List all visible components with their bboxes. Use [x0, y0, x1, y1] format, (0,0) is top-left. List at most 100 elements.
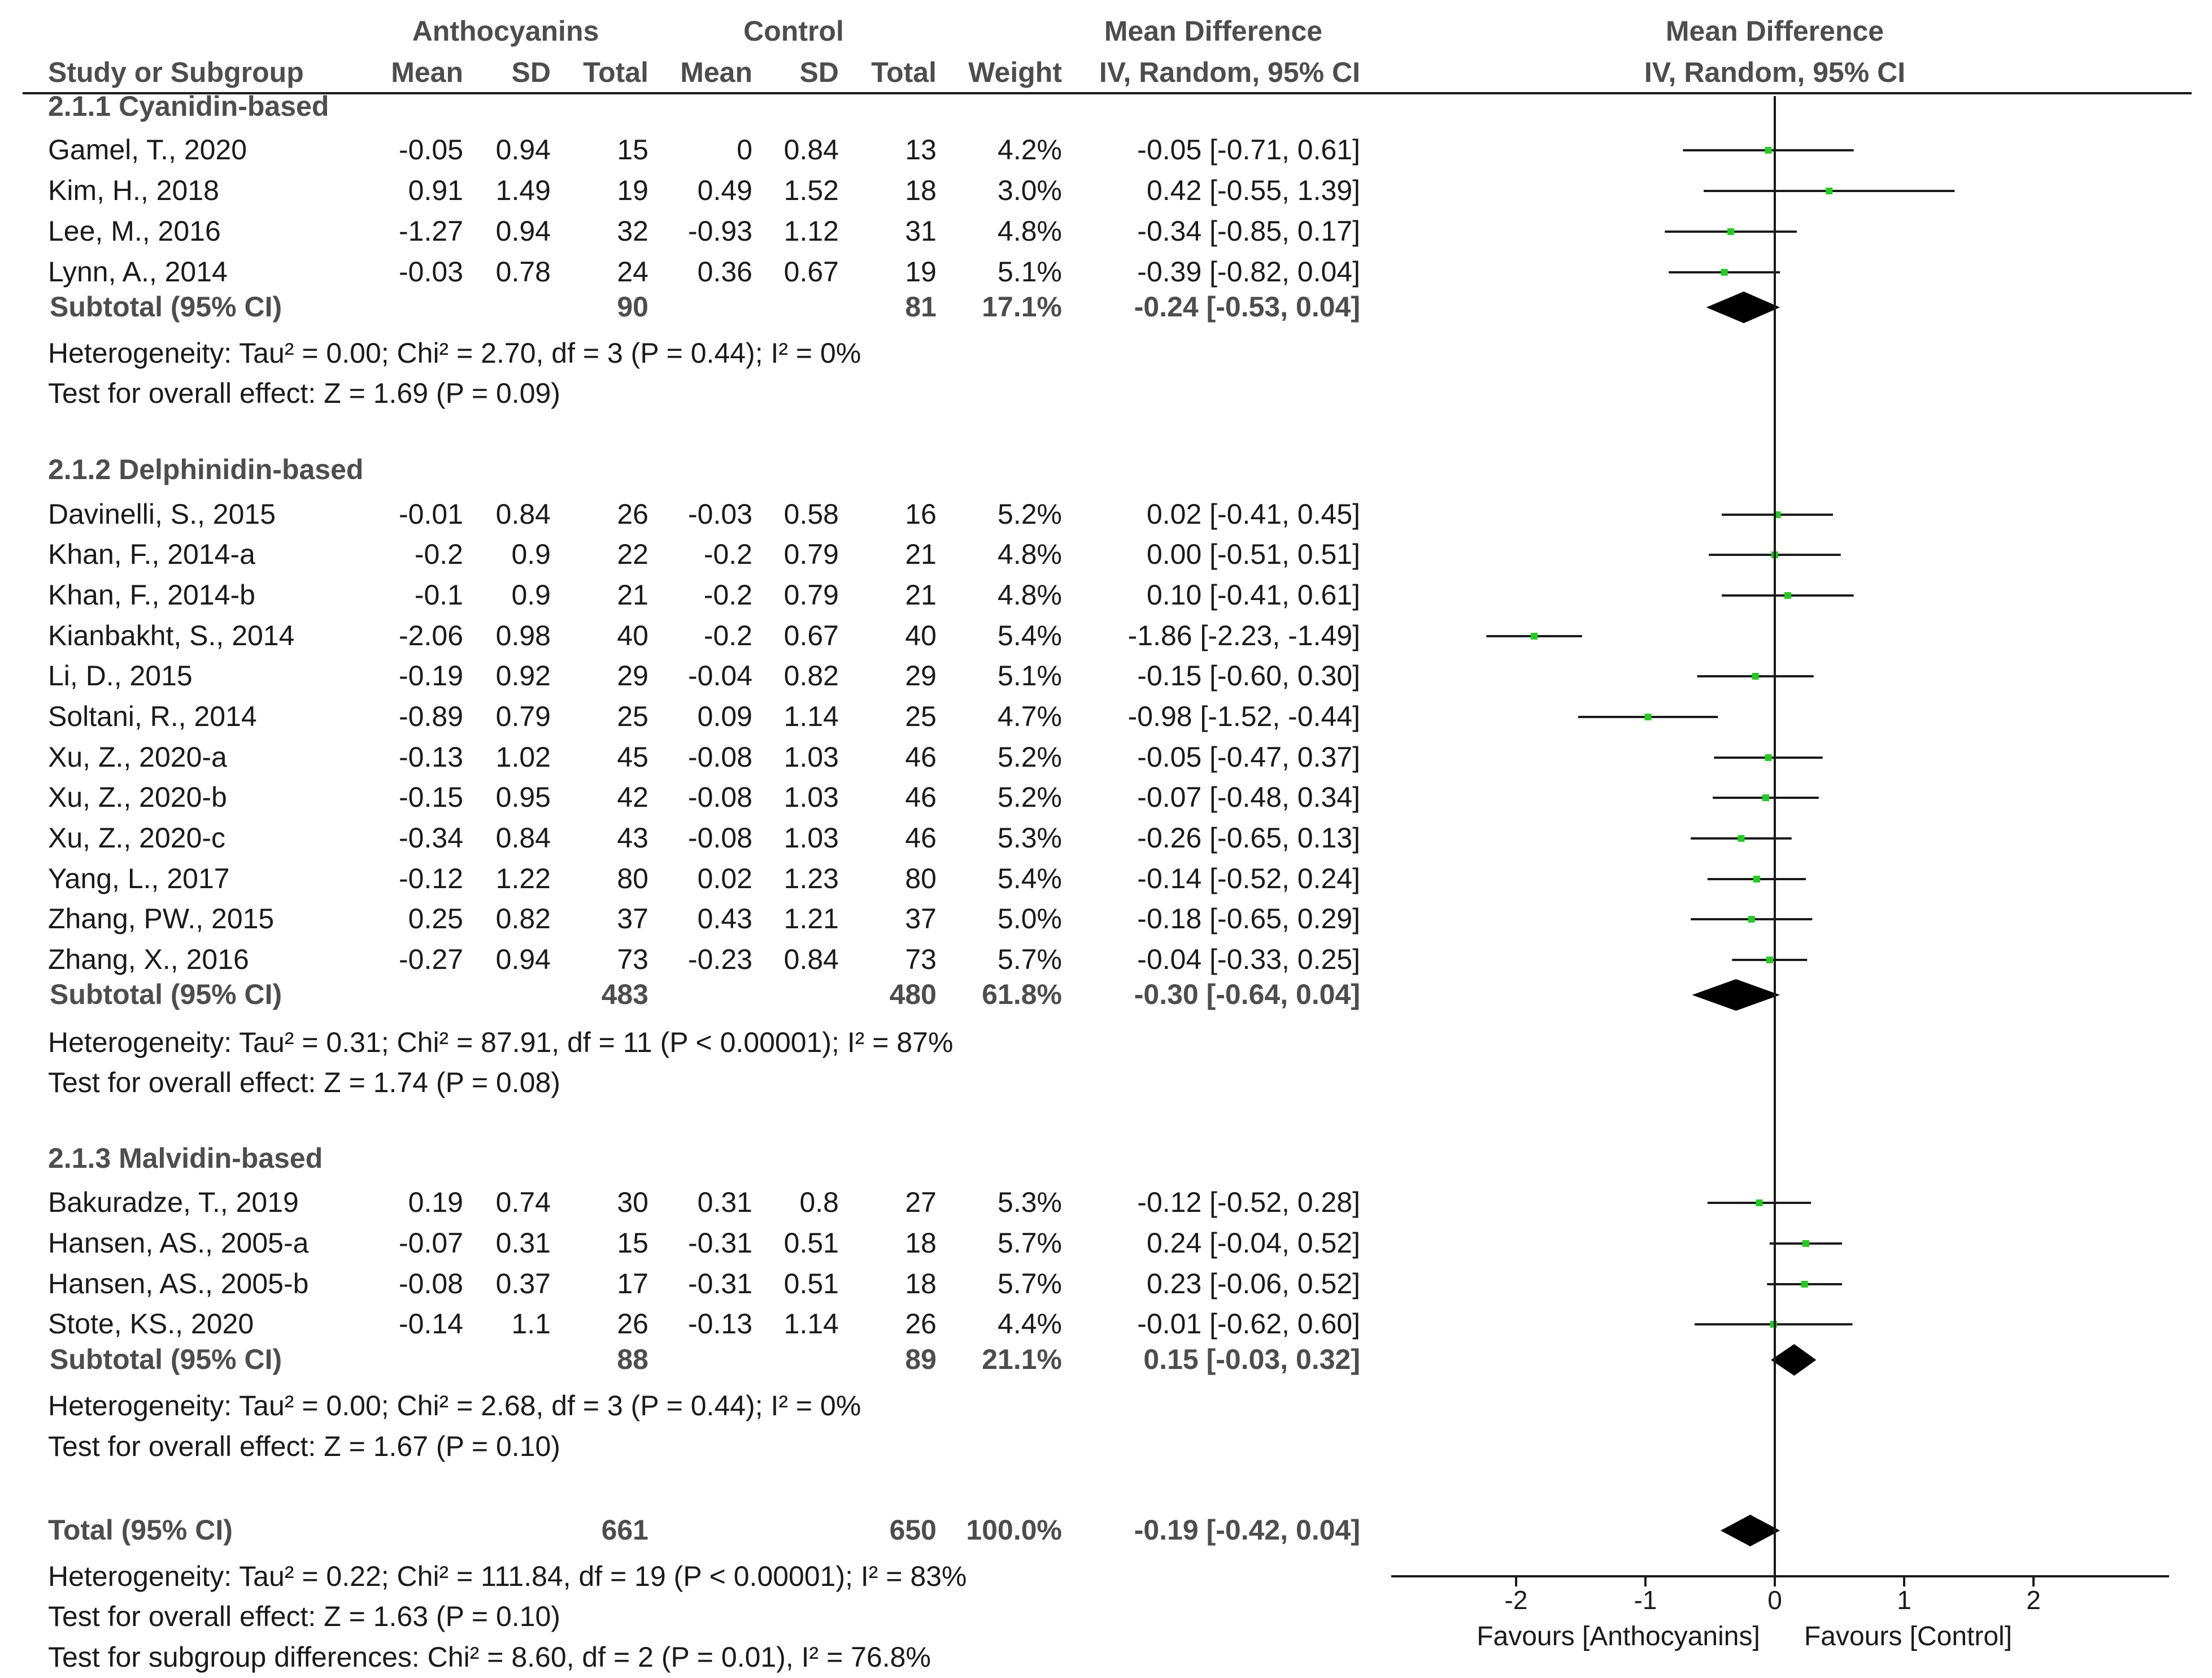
- sd1-value: 0.94: [496, 944, 551, 975]
- study-name: Gamel, T., 2020: [48, 134, 247, 166]
- weight-header: Weight: [968, 56, 1062, 88]
- study-name: Kianbakht, S., 2014: [48, 620, 294, 651]
- subtotal-ci: 0.15 [-0.03, 0.32]: [1143, 1344, 1360, 1375]
- total2-value: 25: [905, 701, 937, 732]
- mean2-header: Mean: [680, 56, 752, 88]
- heterogeneity-text: Heterogeneity: Tau² = 0.00; Chi² = 2.68,…: [48, 1390, 861, 1421]
- mean1-value: 0.19: [408, 1186, 463, 1218]
- mean2-value: -0.23: [688, 944, 752, 975]
- ci-value: -0.34 [-0.85, 0.17]: [1137, 215, 1360, 247]
- mean1-value: -0.89: [399, 701, 463, 732]
- mean1-value: -0.34: [399, 822, 463, 854]
- table-method-header: IV, Random, 95% CI: [1099, 56, 1360, 88]
- subtotal-diamond: [1706, 292, 1780, 323]
- total1-value: 29: [617, 660, 648, 692]
- total1-value: 45: [617, 741, 648, 773]
- study-name: Khan, F., 2014-a: [48, 538, 255, 570]
- total1-header: Total: [583, 56, 648, 88]
- total2-value: 21: [905, 579, 937, 611]
- overall-effect-text: Test for overall effect: Z = 1.67 (P = 0…: [48, 1431, 560, 1462]
- mean1-value: -0.19: [399, 660, 463, 692]
- mean1-value: -1.27: [399, 215, 463, 247]
- sd1-value: 0.84: [496, 822, 551, 854]
- mean1-value: -2.06: [399, 620, 463, 651]
- total2-value: 29: [905, 660, 937, 692]
- sd2-value: 1.52: [784, 175, 839, 206]
- subtotal-label: Subtotal (95% CI): [50, 1344, 282, 1375]
- weight-value: 5.2%: [998, 741, 1062, 773]
- study-name: Soltani, R., 2014: [48, 701, 257, 732]
- study-point-marker: [1762, 794, 1769, 801]
- study-point-marker: [1784, 592, 1791, 599]
- sd2-value: 1.03: [784, 741, 839, 773]
- study-name: Hansen, AS., 2005-a: [48, 1227, 309, 1259]
- sd1-value: 1.1: [511, 1308, 551, 1340]
- ci-value: -0.98 [-1.52, -0.44]: [1128, 701, 1360, 732]
- mean1-value: -0.07: [399, 1227, 463, 1259]
- sd2-value: 0.58: [784, 498, 839, 530]
- subtotal-weight: 17.1%: [982, 291, 1062, 323]
- study-name: Li, D., 2015: [48, 660, 193, 692]
- total1-value: 80: [617, 863, 648, 894]
- mean1-value: 0.91: [408, 175, 463, 206]
- overall-effect-text: Test for overall effect: Z = 1.74 (P = 0…: [48, 1067, 560, 1098]
- mean2-value: -0.2: [704, 538, 752, 570]
- total-total1: 661: [602, 1514, 648, 1546]
- ci-value: -0.05 [-0.47, 0.37]: [1137, 741, 1360, 773]
- weight-value: 5.7%: [998, 1227, 1062, 1259]
- study-name: Hansen, AS., 2005-b: [48, 1268, 308, 1299]
- study-point-marker: [1826, 188, 1833, 194]
- weight-value: 5.0%: [998, 903, 1062, 934]
- study-name: Davinelli, S., 2015: [48, 498, 276, 530]
- mean2-value: 0.31: [698, 1186, 752, 1218]
- total-ci: -0.19 [-0.42, 0.04]: [1134, 1514, 1360, 1546]
- total2-value: 19: [905, 256, 937, 288]
- study-name: Lee, M., 2016: [48, 215, 221, 247]
- total2-value: 26: [905, 1308, 937, 1340]
- sd1-value: 0.79: [496, 701, 551, 732]
- study-name: Lynn, A., 2014: [48, 256, 228, 288]
- table-effect-header: Mean Difference: [1104, 15, 1322, 47]
- study-point-marker: [1765, 147, 1772, 154]
- mean2-value: -0.31: [688, 1268, 752, 1299]
- subtotal-total2: 480: [890, 979, 937, 1010]
- subtotal-ci: -0.30 [-0.64, 0.04]: [1134, 979, 1360, 1010]
- weight-value: 4.8%: [998, 538, 1062, 570]
- study-point-marker: [1766, 957, 1773, 963]
- subtotal-total1: 483: [602, 979, 648, 1010]
- total1-value: 30: [617, 1186, 648, 1218]
- ci-value: 0.00 [-0.51, 0.51]: [1147, 538, 1360, 570]
- ci-value: 0.02 [-0.41, 0.45]: [1147, 498, 1360, 530]
- mean1-value: -0.1: [415, 579, 463, 611]
- weight-value: 4.7%: [998, 701, 1062, 732]
- weight-value: 5.1%: [998, 256, 1062, 288]
- plot-effect-header: Mean Difference: [1666, 15, 1884, 47]
- subtotal-total1: 90: [617, 291, 648, 323]
- study-point-marker: [1644, 714, 1652, 720]
- sd1-value: 0.98: [496, 620, 551, 651]
- total-label: Total (95% CI): [48, 1514, 233, 1546]
- x-axis-tick-label: 2: [2026, 1585, 2041, 1615]
- study-name: Kim, H., 2018: [48, 175, 219, 206]
- total1-value: 32: [617, 215, 648, 247]
- sd1-value: 0.94: [496, 215, 551, 247]
- sd1-value: 0.82: [496, 903, 551, 934]
- study-name: Xu, Z., 2020-a: [48, 741, 227, 773]
- total2-value: 46: [905, 822, 937, 854]
- sd2-value: 0.51: [784, 1227, 839, 1259]
- sd2-value: 0.79: [784, 538, 839, 570]
- sd2-value: 1.21: [784, 903, 839, 934]
- subtotal-total2: 89: [905, 1344, 937, 1375]
- sd2-value: 0.67: [784, 256, 839, 288]
- total2-value: 80: [905, 863, 937, 894]
- weight-value: 5.7%: [998, 944, 1062, 975]
- total2-value: 46: [905, 741, 937, 773]
- sd2-value: 0.67: [784, 620, 839, 651]
- total1-value: 17: [617, 1268, 648, 1299]
- study-point-marker: [1753, 876, 1760, 883]
- study-name: Bakuradze, T., 2019: [48, 1186, 299, 1218]
- subtotal-diamond: [1692, 979, 1780, 1011]
- mean2-value: 0.36: [698, 256, 752, 288]
- ci-value: -1.86 [-2.23, -1.49]: [1128, 620, 1360, 651]
- study-name: Zhang, PW., 2015: [48, 903, 274, 934]
